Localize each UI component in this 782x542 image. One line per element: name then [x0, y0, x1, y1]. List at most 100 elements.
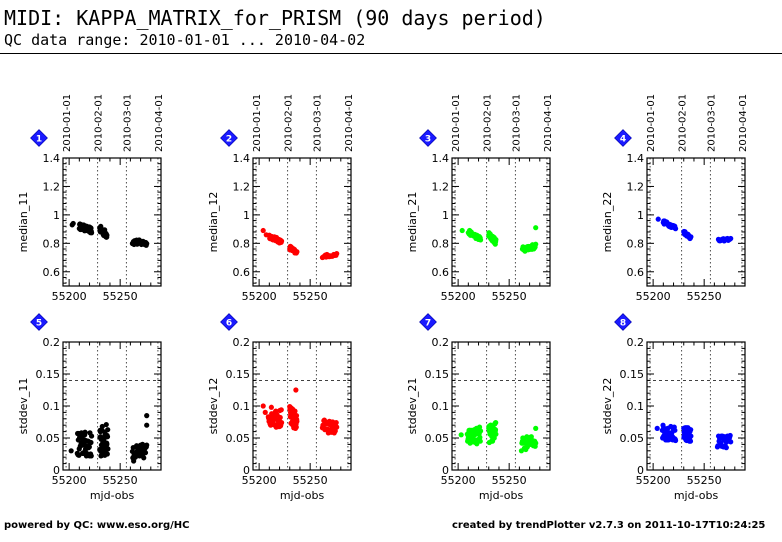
- top-date-label: 2010-04-01: [154, 94, 165, 152]
- data-point: [294, 249, 300, 255]
- y-tick-label: 0.15: [425, 368, 450, 381]
- panel-7: 7 0 0.05 0.1 0.15 0.2 55200 55250 mjd-obs stddev_…: [406, 313, 551, 502]
- data-point: [88, 230, 95, 236]
- data-point: [533, 440, 539, 446]
- y-tick-label: 0.6: [43, 266, 61, 279]
- y-axis-label: stddev_21: [406, 378, 419, 435]
- top-date-label: 2010-01-01: [646, 94, 657, 152]
- data-point: [672, 437, 679, 444]
- panel-number-label: 5: [36, 319, 42, 329]
- x-axis-label: mjd-obs: [479, 489, 524, 502]
- data-point: [86, 444, 92, 450]
- y-tick-label: 1: [637, 209, 644, 222]
- y-tick-label: 0.15: [620, 368, 645, 381]
- plot-frame: [451, 157, 551, 287]
- top-date-label: 2010-02-01: [678, 94, 689, 152]
- plot-frame: [252, 157, 352, 287]
- data-point: [144, 422, 150, 428]
- y-tick-label: 0.6: [233, 266, 251, 279]
- y-tick-label: 0.6: [432, 266, 450, 279]
- top-date-label: 2010-01-01: [252, 94, 263, 152]
- data-point: [88, 453, 94, 459]
- panel-number-badge: [30, 313, 48, 331]
- footer-powered-by: powered by QC: www.eso.org/HC: [4, 520, 190, 531]
- data-point: [277, 414, 283, 421]
- y-tick-label: 0.1: [233, 400, 251, 413]
- data-range-subtitle: QC data range: 2010-01-01 ... 2010-04-02: [4, 31, 366, 49]
- data-point: [105, 446, 111, 452]
- data-point: [99, 423, 105, 430]
- data-point: [105, 427, 111, 433]
- y-tick-label: 0.1: [627, 400, 645, 413]
- data-point: [333, 420, 339, 426]
- top-date-label: 2010-02-01: [284, 94, 295, 152]
- data-point: [144, 241, 150, 247]
- data-point: [655, 216, 661, 222]
- y-tick-label: 1.2: [627, 180, 645, 193]
- x-axis-label: mjd-obs: [90, 489, 135, 502]
- data-points: [458, 420, 539, 454]
- y-tick-label: 1: [243, 209, 250, 222]
- panel-5: 5 0 0.05 0.1 0.15 0.2 55200 55250 mjd-obs stddev_…: [17, 313, 162, 502]
- data-point: [141, 455, 147, 461]
- y-tick-label: 0: [637, 464, 644, 477]
- y-tick-label: 0.05: [226, 432, 251, 445]
- panel-number-label: 2: [226, 135, 232, 145]
- data-point: [103, 421, 109, 428]
- panel-number-label: 7: [425, 319, 431, 329]
- page-title: MIDI: KAPPA_MATRIX_for_PRISM (90 days pe…: [4, 6, 546, 30]
- data-point: [70, 220, 76, 227]
- data-point: [260, 227, 266, 234]
- y-tick-label: 0.6: [627, 266, 645, 279]
- data-point: [688, 433, 694, 439]
- y-tick-label: 0.2: [43, 336, 61, 349]
- x-tick-label: 55250: [687, 474, 722, 487]
- panel-number-badge: [30, 129, 48, 147]
- data-point: [142, 450, 149, 456]
- top-date-label: 2010-01-01: [451, 94, 462, 152]
- plot-frame: [646, 341, 746, 471]
- data-points: [260, 387, 340, 436]
- data-point: [727, 432, 733, 439]
- y-tick-label: 1.4: [233, 152, 251, 165]
- x-tick-label: 55250: [687, 290, 722, 303]
- panel-number-label: 6: [226, 319, 232, 329]
- y-tick-label: 0.05: [620, 432, 645, 445]
- data-point: [334, 250, 340, 257]
- top-date-label: 2010-02-01: [483, 94, 494, 152]
- top-date-label: 2010-03-01: [706, 94, 717, 152]
- y-tick-label: 0.15: [36, 368, 61, 381]
- y-axis-label: stddev_11: [17, 378, 30, 435]
- panel-number-badge: [614, 313, 632, 331]
- panel-6: 6 0 0.05 0.1 0.15 0.2 55200 55250 mjd-obs stddev_…: [207, 313, 352, 502]
- data-point: [477, 428, 484, 434]
- data-point: [278, 407, 284, 413]
- data-point: [104, 434, 111, 440]
- plot-frame: [451, 341, 551, 471]
- x-tick-label: 55200: [441, 290, 476, 303]
- y-tick-label: 1.4: [627, 152, 645, 165]
- y-tick-label: 0.8: [627, 237, 645, 250]
- y-tick-label: 0.1: [432, 400, 450, 413]
- data-points: [459, 225, 539, 254]
- y-tick-label: 1.4: [432, 152, 450, 165]
- data-point: [688, 234, 694, 240]
- data-point: [477, 237, 484, 243]
- panel-4: 4 0.6 0.8 1 1.2 1.4 55200 55250 2010-01-01 2010-0…: [601, 94, 749, 303]
- data-point: [477, 438, 483, 444]
- data-point: [144, 442, 150, 448]
- data-point: [492, 427, 499, 433]
- data-point: [260, 403, 266, 409]
- x-tick-label: 55200: [636, 290, 671, 303]
- y-tick-label: 0.2: [233, 336, 251, 349]
- data-point: [688, 427, 694, 433]
- data-point: [293, 424, 299, 430]
- panel-2: 2 0.6 0.8 1 1.2 1.4 55200 55250 2010-01-01 2010-0…: [207, 94, 355, 303]
- data-point: [278, 420, 285, 426]
- top-date-label: 2010-01-01: [62, 94, 73, 152]
- panel-number-label: 3: [425, 135, 431, 145]
- data-point: [493, 420, 499, 426]
- top-date-label: 2010-03-01: [122, 94, 133, 152]
- x-axis-label: mjd-obs: [280, 489, 325, 502]
- data-point: [294, 418, 300, 424]
